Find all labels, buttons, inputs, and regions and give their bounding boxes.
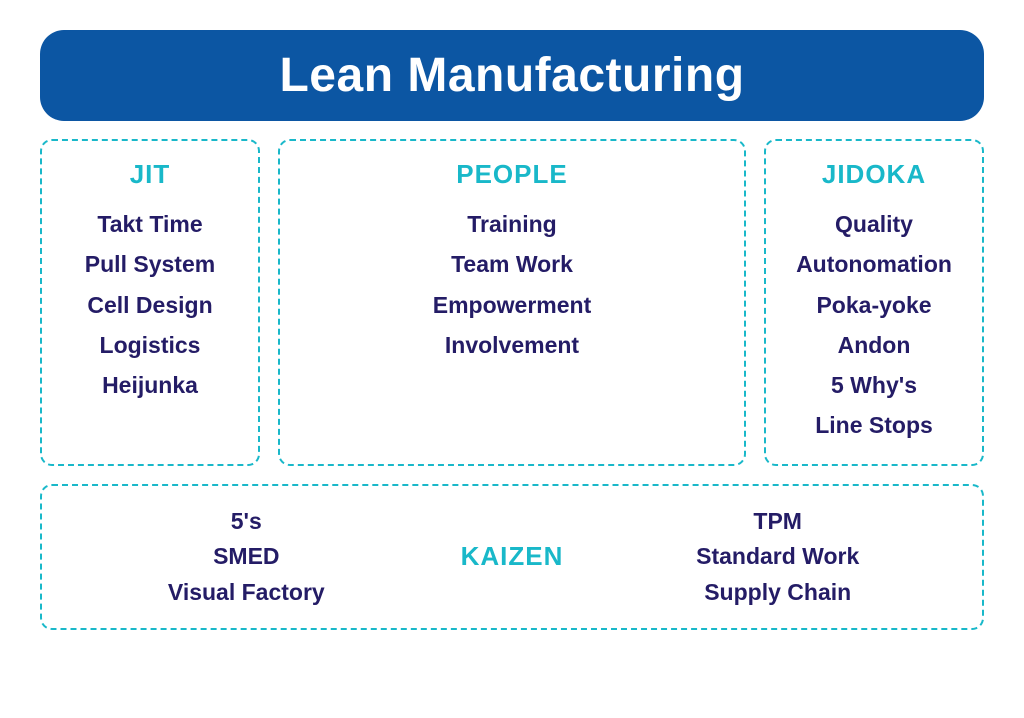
pillar-item: Andon (778, 325, 970, 365)
kaizen-center: KAIZEN (461, 541, 564, 572)
pillar-item: Cell Design (54, 285, 246, 325)
kaizen-item: Supply Chain (603, 575, 952, 611)
pillar-item: 5 Why's (778, 365, 970, 405)
header-title: Lean Manufacturing (40, 48, 984, 103)
pillar-item: Pull System (54, 244, 246, 284)
pillar-item: Heijunka (54, 365, 246, 405)
pillar-jidoka-heading: JIDOKA (778, 159, 970, 190)
kaizen-item: Standard Work (603, 539, 952, 575)
pillar-people-heading: PEOPLE (292, 159, 732, 190)
pillar-item: Training (292, 204, 732, 244)
pillar-jidoka: JIDOKA Quality Autonomation Poka-yoke An… (764, 139, 984, 466)
pillar-item: Quality (778, 204, 970, 244)
pillar-item: Involvement (292, 325, 732, 365)
kaizen-left-column: 5's SMED Visual Factory (72, 504, 421, 611)
header-banner: Lean Manufacturing (40, 30, 984, 121)
kaizen-item: SMED (72, 539, 421, 575)
kaizen-item: 5's (72, 504, 421, 540)
pillar-jit: JIT Takt Time Pull System Cell Design Lo… (40, 139, 260, 466)
pillar-item: Line Stops (778, 405, 970, 445)
kaizen-item: Visual Factory (72, 575, 421, 611)
pillar-item: Logistics (54, 325, 246, 365)
pillar-people: PEOPLE Training Team Work Empowerment In… (278, 139, 746, 466)
kaizen-box: 5's SMED Visual Factory KAIZEN TPM Stand… (40, 484, 984, 631)
kaizen-item: TPM (603, 504, 952, 540)
lean-diagram: Lean Manufacturing JIT Takt Time Pull Sy… (40, 30, 984, 688)
pillar-item: Takt Time (54, 204, 246, 244)
pillar-jit-heading: JIT (54, 159, 246, 190)
pillar-item: Poka-yoke (778, 285, 970, 325)
pillar-item: Autonomation (778, 244, 970, 284)
pillar-item: Empowerment (292, 285, 732, 325)
kaizen-heading: KAIZEN (461, 541, 564, 572)
pillar-item: Team Work (292, 244, 732, 284)
kaizen-right-column: TPM Standard Work Supply Chain (603, 504, 952, 611)
pillars-row: JIT Takt Time Pull System Cell Design Lo… (40, 139, 984, 466)
